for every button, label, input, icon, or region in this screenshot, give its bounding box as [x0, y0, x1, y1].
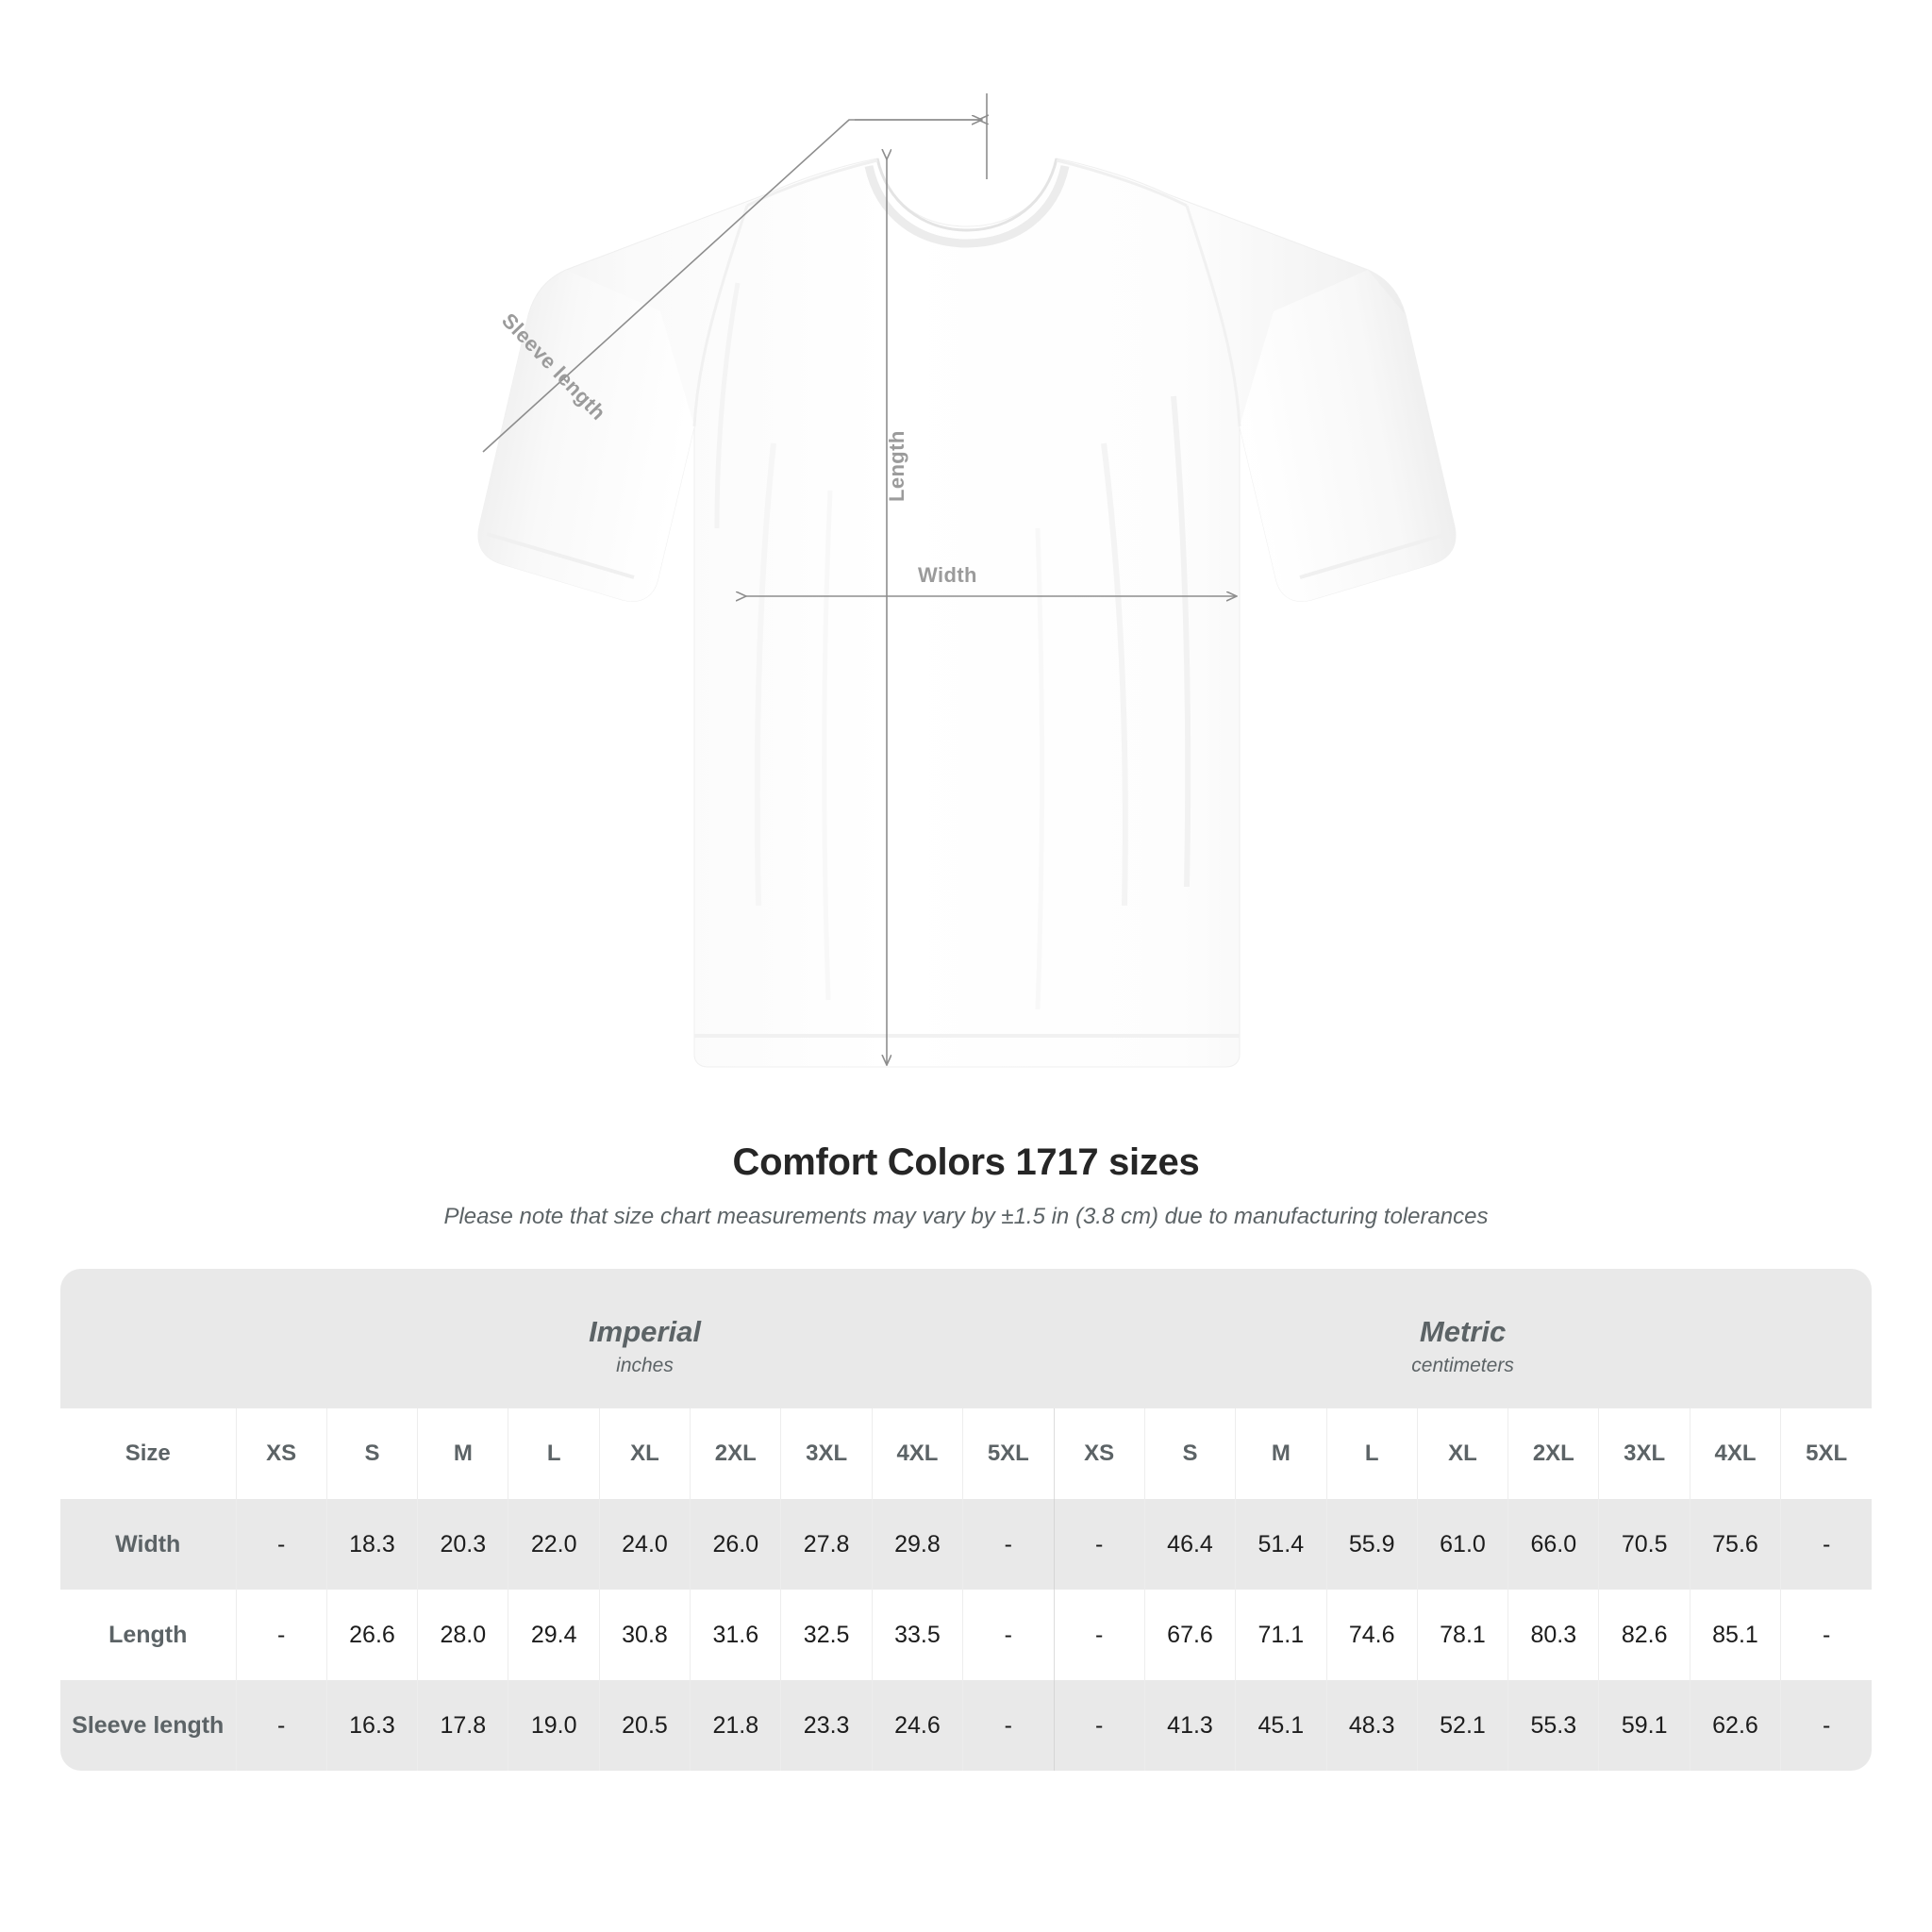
cell-sleeve-length-metric-l: 48.3: [1325, 1680, 1418, 1771]
table-row: Sleeve length -16.3 17.8 19.0 20.5 21.8 23.3 24…: [60, 1680, 1873, 1771]
size-header-imperial-5xl: 5XL: [962, 1408, 1055, 1499]
size-header-imperial-2xl: 2XL: [690, 1408, 781, 1499]
cell-length-metric-xs: -: [1053, 1590, 1145, 1680]
size-table-container: Imperial inches Metric centimeters Size XS S M L…: [60, 1269, 1873, 1771]
cell-width-metric-4xl: 75.6: [1689, 1499, 1781, 1590]
size-header-metric-s: S: [1143, 1408, 1236, 1499]
cell-width-imperial-3xl: 27.8: [780, 1499, 873, 1590]
size-header-metric-5xl: 5XL: [1780, 1408, 1873, 1499]
metric-unit-header-sub: centimeters: [1411, 1354, 1514, 1376]
tshirt-diagram: Sleeve length Length Width: [477, 93, 1457, 1068]
imperial-unit-header-sub: inches: [616, 1354, 674, 1376]
cell-width-metric-s: 46.4: [1143, 1499, 1236, 1590]
cell-width-metric-xl: 61.0: [1416, 1499, 1508, 1590]
cell-length-imperial-2xl: 31.6: [690, 1590, 781, 1680]
cell-sleeve-length-metric-m: 45.1: [1235, 1680, 1326, 1771]
size-header-imperial-m: M: [417, 1408, 508, 1499]
cell-width-metric-3xl: 70.5: [1598, 1499, 1690, 1590]
size-column-label: Size: [60, 1408, 236, 1499]
title-block: Comfort Colors 1717 sizes Please note th…: [0, 1141, 1932, 1231]
width-label: Width: [918, 563, 977, 587]
cell-length-imperial-5xl: -: [962, 1590, 1055, 1680]
cell-length-imperial-xl: 30.8: [598, 1590, 691, 1680]
size-header-row: Size XS S M L XL 2XL 3XL 4XL 5XL XS S M L XL 2XL 3XL 4XL 5…: [60, 1408, 1873, 1499]
table-row: Length -26.6 28.0 29.4 30.8 31.6 32.5 33.5- -67.…: [60, 1590, 1873, 1680]
cell-width-metric-2xl: 66.0: [1507, 1499, 1599, 1590]
cell-sleeve-length-metric-s: 41.3: [1143, 1680, 1236, 1771]
cell-width-imperial-s: 18.3: [325, 1499, 418, 1590]
unit-row-spacer: [60, 1269, 236, 1408]
cell-sleeve-length-imperial-s: 16.3: [325, 1680, 418, 1771]
cell-length-metric-3xl: 82.6: [1598, 1590, 1690, 1680]
cell-sleeve-length-imperial-l: 19.0: [508, 1680, 600, 1771]
shirt-graphic: [477, 158, 1457, 1068]
size-header-metric-l: L: [1325, 1408, 1418, 1499]
cell-width-metric-m: 51.4: [1235, 1499, 1326, 1590]
size-header-metric-xs: XS: [1053, 1408, 1145, 1499]
cell-sleeve-length-imperial-xs: -: [235, 1680, 327, 1771]
size-header-imperial-3xl: 3XL: [780, 1408, 873, 1499]
size-table: Imperial inches Metric centimeters Size XS S M L…: [60, 1269, 1873, 1771]
cell-length-imperial-3xl: 32.5: [780, 1590, 873, 1680]
size-header-metric-xl: XL: [1416, 1408, 1508, 1499]
page-title: Comfort Colors 1717 sizes: [732, 1141, 1200, 1183]
cell-sleeve-length-imperial-m: 17.8: [417, 1680, 508, 1771]
cell-sleeve-length-metric-4xl: 62.6: [1689, 1680, 1781, 1771]
measurement-guides: [482, 93, 1236, 1064]
cell-sleeve-length-metric-xl: 52.1: [1416, 1680, 1508, 1771]
tolerance-note: Please note that size chart measurements…: [443, 1204, 1489, 1229]
cell-sleeve-length-imperial-2xl: 21.8: [690, 1680, 781, 1771]
metric-unit-header-name: Metric: [1419, 1315, 1507, 1349]
cell-length-imperial-4xl: 33.5: [871, 1590, 963, 1680]
cell-length-metric-xl: 78.1: [1416, 1590, 1508, 1680]
cell-width-imperial-l: 22.0: [508, 1499, 600, 1590]
cell-length-metric-s: 67.6: [1143, 1590, 1236, 1680]
cell-sleeve-length-imperial-3xl: 23.3: [780, 1680, 873, 1771]
cell-width-imperial-xs: -: [235, 1499, 327, 1590]
cell-width-imperial-4xl: 29.8: [871, 1499, 963, 1590]
cell-width-metric-xs: -: [1053, 1499, 1145, 1590]
cell-sleeve-length-imperial-xl: 20.5: [598, 1680, 691, 1771]
imperial-unit-header-name: Imperial: [589, 1315, 701, 1349]
cell-length-imperial-m: 28.0: [417, 1590, 508, 1680]
cell-sleeve-length-imperial-5xl: -: [962, 1680, 1055, 1771]
metric-unit-header: Metric centimeters: [1054, 1269, 1873, 1408]
row-label-width: Width: [60, 1499, 236, 1590]
cell-length-imperial-s: 26.6: [325, 1590, 418, 1680]
cell-length-metric-m: 71.1: [1235, 1590, 1326, 1680]
size-header-imperial-4xl: 4XL: [871, 1408, 963, 1499]
cell-length-metric-4xl: 85.1: [1689, 1590, 1781, 1680]
cell-sleeve-length-metric-3xl: 59.1: [1598, 1680, 1690, 1771]
size-header-metric-m: M: [1235, 1408, 1326, 1499]
size-header-metric-2xl: 2XL: [1507, 1408, 1599, 1499]
size-header-metric-4xl: 4XL: [1689, 1408, 1781, 1499]
cell-length-metric-l: 74.6: [1325, 1590, 1418, 1680]
size-header-imperial-s: S: [325, 1408, 418, 1499]
cell-length-imperial-xs: -: [235, 1590, 327, 1680]
cell-width-imperial-m: 20.3: [417, 1499, 508, 1590]
length-label: Length: [885, 430, 908, 502]
cell-length-metric-2xl: 80.3: [1507, 1590, 1599, 1680]
row-label-sleeve-length: Sleeve length: [60, 1680, 236, 1771]
cell-length-imperial-l: 29.4: [508, 1590, 600, 1680]
size-header-metric-3xl: 3XL: [1598, 1408, 1690, 1499]
cell-width-imperial-2xl: 26.0: [690, 1499, 781, 1590]
cell-length-metric-5xl: -: [1780, 1590, 1873, 1680]
cell-sleeve-length-imperial-4xl: 24.6: [871, 1680, 963, 1771]
cell-width-metric-5xl: -: [1780, 1499, 1873, 1590]
unit-header-row: Imperial inches Metric centimeters: [60, 1269, 1873, 1408]
cell-width-metric-l: 55.9: [1325, 1499, 1418, 1590]
size-header-imperial-l: L: [508, 1408, 600, 1499]
table-row: Width -18.3 20.3 22.0 24.0 26.0 27.8 29.8- -46.4…: [60, 1499, 1873, 1590]
cell-sleeve-length-metric-5xl: -: [1780, 1680, 1873, 1771]
size-header-imperial-xs: XS: [235, 1408, 327, 1499]
size-header-imperial-xl: XL: [598, 1408, 691, 1499]
imperial-unit-header: Imperial inches: [236, 1269, 1055, 1408]
cell-width-imperial-xl: 24.0: [598, 1499, 691, 1590]
cell-width-imperial-5xl: -: [962, 1499, 1055, 1590]
row-label-length: Length: [60, 1590, 236, 1680]
cell-sleeve-length-metric-2xl: 55.3: [1507, 1680, 1599, 1771]
cell-sleeve-length-metric-xs: -: [1053, 1680, 1145, 1771]
